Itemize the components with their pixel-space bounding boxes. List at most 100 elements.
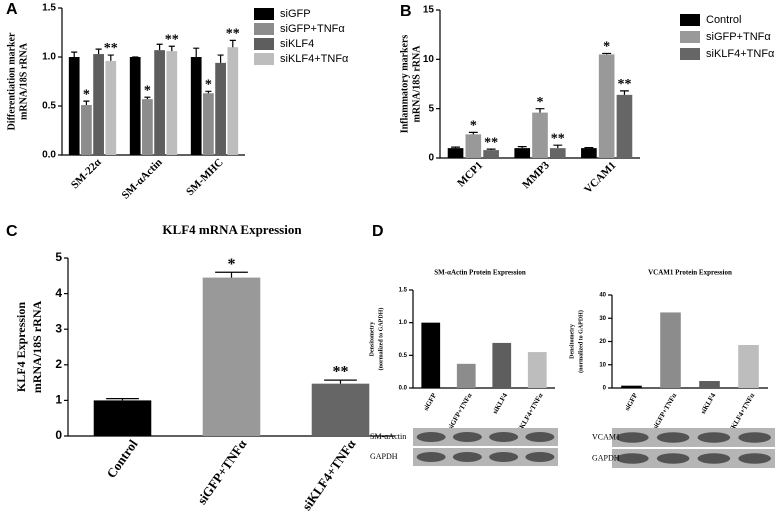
- blot-band: [489, 452, 519, 462]
- legend-label: siKLF4+TNFα: [706, 48, 775, 60]
- bar: [68, 57, 80, 155]
- error-bar: [602, 52, 612, 55]
- error-bar: [83, 100, 90, 106]
- blot-label: GAPDH: [370, 452, 398, 461]
- x-tick-label: Control: [103, 437, 140, 481]
- significance-mark: **: [165, 32, 179, 47]
- blot-band: [656, 432, 690, 443]
- bar: [598, 54, 615, 158]
- bar: [483, 150, 499, 158]
- bar: [447, 148, 464, 158]
- significance-mark: *: [603, 40, 610, 55]
- y-axis-label: (normalized to GAPDH): [377, 308, 384, 371]
- legend-label: siGFP+TNFα: [706, 31, 771, 43]
- y-tick-label: 10: [423, 54, 435, 65]
- bar: [527, 352, 547, 388]
- x-tick-label: siKLF4+TNFα: [299, 436, 359, 513]
- legend-swatch: [254, 23, 274, 35]
- bar: [215, 62, 226, 155]
- blot-band: [416, 432, 446, 442]
- error-bar: [144, 96, 151, 100]
- y-axis-label: Differentiation marker: [6, 32, 17, 130]
- blot-strip: [413, 428, 558, 446]
- bar: [311, 383, 370, 436]
- bar: [549, 148, 566, 158]
- bar: [699, 381, 720, 388]
- y-axis-label: KLF4 Expression: [14, 302, 28, 392]
- significance-mark: **: [226, 27, 240, 42]
- x-tick-label: siGFP: [422, 391, 439, 412]
- y-tick-label: 5: [428, 103, 434, 114]
- error-bar: [205, 90, 212, 94]
- y-tick-label: 0: [55, 428, 62, 442]
- bar: [81, 105, 92, 155]
- x-tick-label: siGFP+TNFα: [651, 392, 678, 431]
- significance-mark: *: [205, 77, 212, 92]
- x-tick-label: siKLF4+TNFα: [515, 392, 544, 435]
- blot-band: [656, 453, 690, 464]
- blot-band: [738, 453, 771, 464]
- bar: [166, 51, 178, 156]
- y-tick-label: 0.5: [399, 353, 408, 359]
- blot-band: [452, 432, 482, 442]
- y-axis-label: mRNA/18S rRNA: [411, 45, 422, 123]
- error-bar: [71, 51, 78, 57]
- blot-band: [616, 453, 649, 464]
- blot-label: GAPDH: [592, 453, 620, 462]
- error-bar: [215, 271, 248, 278]
- x-tick-label: MCP1: [455, 159, 485, 189]
- y-axis-label: Densitometry: [369, 322, 375, 357]
- blot-strip: [612, 428, 775, 447]
- y-axis-label: mRNA/18S rRNA: [30, 301, 44, 394]
- chart-title: SM-αActin Protein Expression: [434, 269, 526, 277]
- y-tick-label: 1.0: [399, 320, 408, 326]
- y-tick-label: 1.5: [42, 3, 56, 14]
- y-tick-label: 0.0: [42, 150, 56, 161]
- significance-mark: **: [333, 364, 349, 381]
- error-bar: [451, 146, 460, 149]
- bar: [203, 93, 214, 155]
- y-axis-label: mRNA/18S rRNA: [18, 42, 29, 120]
- y-tick-label: 5: [55, 250, 62, 264]
- y-tick-label: 0: [428, 153, 434, 164]
- bar: [738, 344, 759, 388]
- x-tick-label: SM-MHC: [184, 156, 226, 198]
- bar: [465, 134, 482, 158]
- y-tick-label: 1.0: [42, 52, 56, 63]
- x-tick-label: siGFP: [623, 391, 640, 412]
- panel-label: C: [6, 223, 18, 240]
- blot-band: [697, 432, 731, 443]
- y-tick-label: 2: [55, 357, 62, 371]
- significance-mark: *: [537, 95, 544, 110]
- bar: [105, 60, 117, 155]
- bar: [514, 148, 531, 158]
- error-bar: [106, 398, 139, 401]
- y-tick-label: 40: [599, 293, 606, 299]
- bar: [93, 54, 104, 156]
- x-tick-label: SM-αActin: [119, 156, 164, 201]
- blot-band: [738, 432, 771, 443]
- y-tick-label: 4: [55, 286, 62, 300]
- legend-label: Control: [706, 14, 741, 26]
- blot-label: VCAM1: [592, 432, 620, 441]
- panel-label: A: [6, 1, 18, 18]
- blot-band: [525, 432, 555, 442]
- blot-band: [452, 452, 482, 462]
- y-tick-label: 30: [599, 316, 606, 322]
- y-tick-label: 1.5: [399, 288, 408, 294]
- bar: [532, 112, 548, 158]
- significance-mark: **: [617, 77, 631, 92]
- x-tick-label: siKLF4: [699, 391, 717, 415]
- y-axis-label: Densitometry: [569, 324, 575, 359]
- y-tick-label: 15: [423, 5, 435, 16]
- legend-label: siGFP+TNFα: [280, 23, 345, 35]
- bar: [456, 363, 476, 388]
- error-bar: [517, 146, 527, 149]
- error-bar: [468, 131, 478, 135]
- significance-mark: **: [484, 135, 498, 150]
- legend-label: siGFP: [280, 8, 311, 20]
- y-tick-label: 20: [599, 339, 606, 345]
- blot-band: [616, 432, 649, 443]
- significance-mark: **: [551, 131, 565, 146]
